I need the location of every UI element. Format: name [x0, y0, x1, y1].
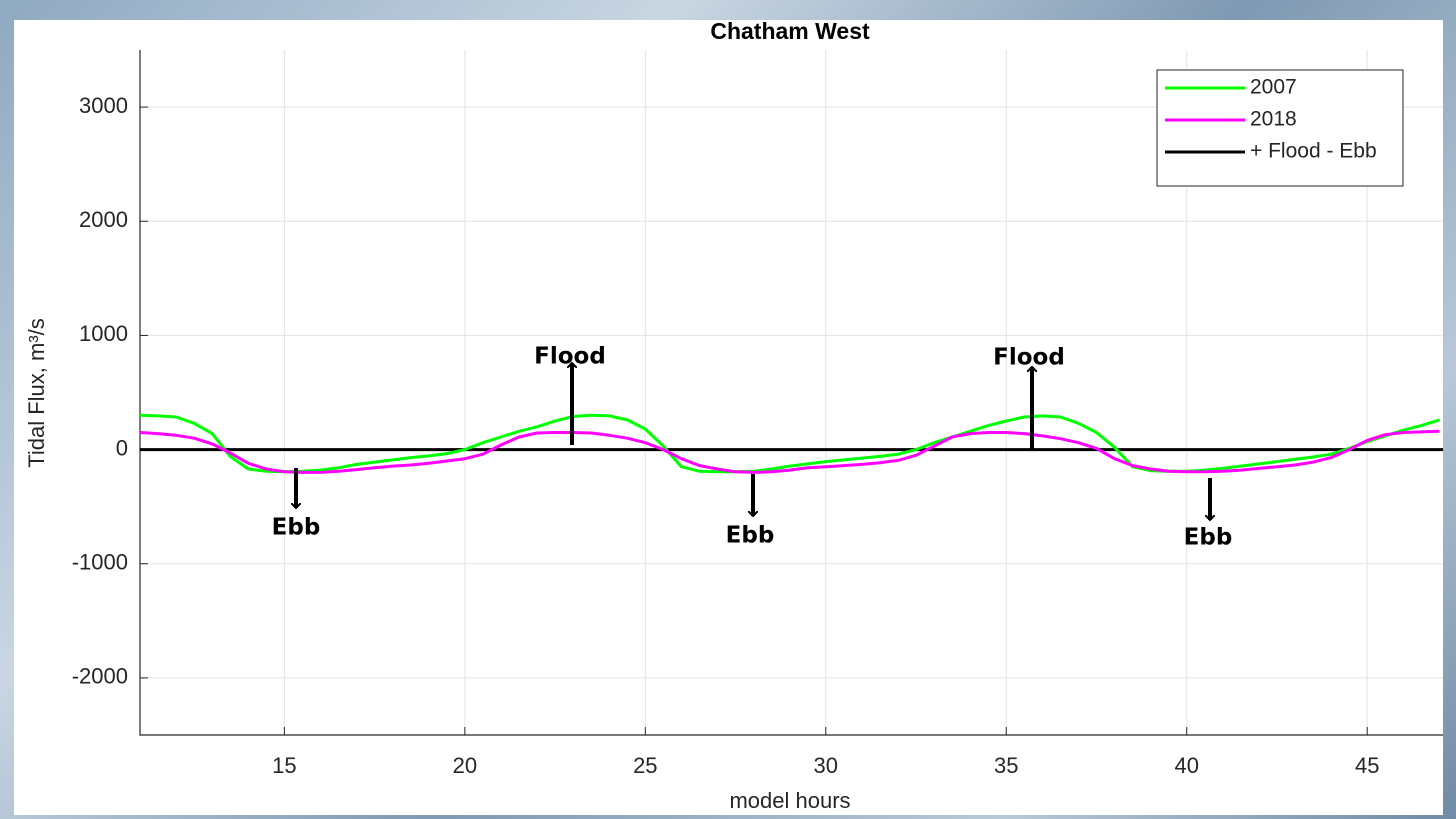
y-axis-label: Tidal Flux, m³/s: [24, 318, 49, 468]
y-tick-label: 1000: [79, 321, 128, 346]
x-tick-label: 25: [633, 753, 657, 778]
x-axis-label: model hours: [729, 788, 850, 813]
chart-title: Chatham West: [710, 18, 870, 44]
legend-label: 2018: [1250, 108, 1297, 131]
y-tick-label: 3000: [79, 93, 128, 118]
y-tick-label: 2000: [79, 207, 128, 232]
annotation: Flood: [534, 344, 606, 370]
x-tick-label: 45: [1355, 753, 1379, 778]
annotation: Ebb: [1184, 525, 1233, 551]
y-tick-label: -2000: [72, 664, 128, 689]
x-tick-label: 35: [994, 753, 1018, 778]
y-tick-label: 0: [116, 435, 128, 460]
legend-label: 2007: [1250, 76, 1297, 99]
annotation: Ebb: [726, 523, 775, 549]
x-tick-label: 40: [1174, 753, 1198, 778]
legend-label: + Flood - Ebb: [1250, 140, 1377, 163]
y-tick-label: -1000: [72, 550, 128, 575]
x-tick-label: 30: [814, 753, 838, 778]
series-line: [139, 429, 1440, 474]
annotation: Flood: [993, 345, 1065, 371]
axes: [139, 50, 1443, 736]
annotation: Ebb: [272, 515, 321, 541]
x-tick-label: 20: [453, 753, 477, 778]
x-tick-label: 15: [272, 753, 296, 778]
series-line: [139, 413, 1440, 474]
